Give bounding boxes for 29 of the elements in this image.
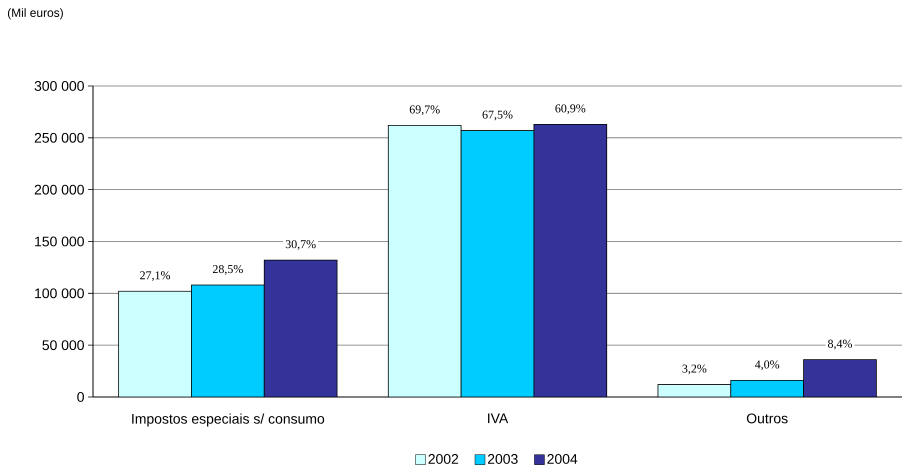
x-tick-label: Outros bbox=[746, 413, 788, 424]
annotation: 67,5% bbox=[482, 110, 513, 120]
bar bbox=[118, 290, 192, 397]
y-tick-label: 100 000 bbox=[35, 288, 84, 298]
y-tick-label: 150 000 bbox=[35, 236, 84, 246]
annotation: 4,0% bbox=[754, 360, 780, 370]
bar bbox=[264, 260, 338, 397]
y-tick-label: 300 000 bbox=[34, 81, 84, 91]
legend-label: 2002 bbox=[428, 454, 458, 464]
annotation: 28,5% bbox=[212, 265, 243, 275]
bar bbox=[803, 359, 877, 397]
legend-label: 2003 bbox=[488, 454, 518, 464]
x-tick-label: IVA bbox=[488, 414, 508, 424]
text: (Mil euros) bbox=[8, 8, 63, 20]
y-tick-label: 250 000 bbox=[34, 132, 84, 143]
annotation: 60,9% bbox=[555, 104, 586, 114]
annotation: 30,7% bbox=[286, 240, 316, 250]
annotation: 8,4% bbox=[828, 340, 852, 350]
y-tick-label: 50 000 bbox=[42, 340, 84, 350]
x-tick-label: Impostos especiais s/ consumo bbox=[132, 414, 324, 427]
annotation: 3,2% bbox=[682, 364, 706, 374]
bar bbox=[658, 384, 732, 397]
annotation: 69,7% bbox=[410, 105, 440, 116]
annotation: 27,1% bbox=[140, 271, 170, 282]
y-tick-label: 200 000 bbox=[34, 184, 84, 195]
bar bbox=[388, 124, 462, 397]
y-tick-label: 0 bbox=[77, 392, 84, 402]
legend-label: 2004 bbox=[547, 454, 578, 464]
bar bbox=[534, 124, 608, 397]
